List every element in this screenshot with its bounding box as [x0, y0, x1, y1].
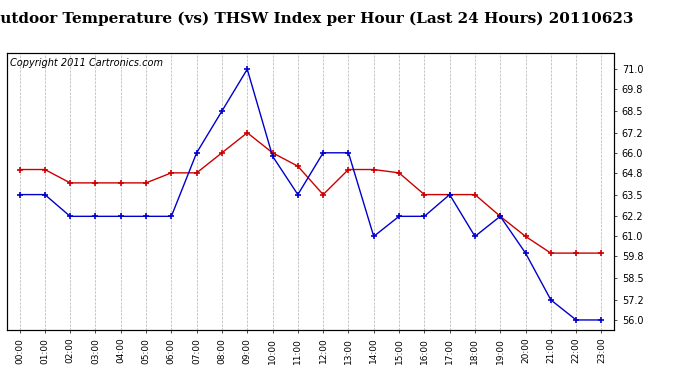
Text: Copyright 2011 Cartronics.com: Copyright 2011 Cartronics.com: [10, 58, 163, 68]
Text: Outdoor Temperature (vs) THSW Index per Hour (Last 24 Hours) 20110623: Outdoor Temperature (vs) THSW Index per …: [0, 11, 633, 26]
